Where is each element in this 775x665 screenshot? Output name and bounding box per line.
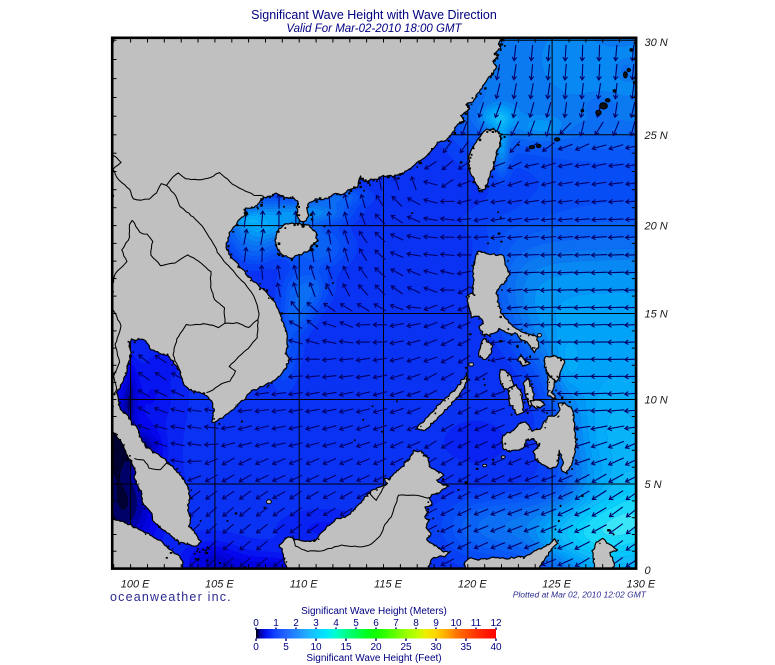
svg-text:3: 3 (313, 618, 319, 629)
svg-text:oceanweather inc.: oceanweather inc. (110, 590, 232, 604)
svg-text:25 N: 25 N (644, 130, 668, 142)
svg-text:35: 35 (460, 642, 472, 653)
svg-text:115 E: 115 E (374, 579, 403, 591)
svg-text:7: 7 (393, 618, 399, 629)
svg-text:0: 0 (253, 618, 259, 629)
svg-text:130 E: 130 E (627, 579, 656, 591)
svg-text:120 E: 120 E (458, 579, 487, 591)
svg-text:0: 0 (645, 565, 652, 577)
svg-text:5: 5 (283, 642, 289, 653)
svg-text:15 N: 15 N (645, 309, 668, 321)
svg-text:5 N: 5 N (645, 479, 662, 491)
svg-text:20: 20 (370, 642, 382, 653)
svg-text:Valid For Mar-02-2010 18:00 GM: Valid For Mar-02-2010 18:00 GMT (286, 23, 462, 35)
svg-text:10: 10 (310, 642, 322, 653)
svg-text:105 E: 105 E (205, 579, 234, 591)
svg-text:Significant Wave Height with W: Significant Wave Height with Wave Direct… (251, 8, 497, 22)
svg-text:100 E: 100 E (121, 579, 150, 591)
svg-text:0: 0 (253, 642, 259, 653)
svg-text:8: 8 (413, 618, 419, 629)
svg-text:110 E: 110 E (290, 579, 319, 591)
svg-text:15: 15 (340, 642, 352, 653)
svg-text:20 N: 20 N (644, 221, 668, 233)
svg-text:11: 11 (471, 618, 482, 629)
svg-text:1: 1 (273, 618, 279, 629)
svg-text:30: 30 (430, 642, 442, 653)
svg-text:40: 40 (490, 642, 502, 653)
svg-text:125 E: 125 E (542, 579, 571, 591)
svg-text:30 N: 30 N (645, 37, 668, 49)
svg-text:Significant Wave Height (Meter: Significant Wave Height (Meters) (301, 606, 447, 617)
svg-text:25: 25 (400, 642, 412, 653)
svg-text:12: 12 (490, 618, 502, 629)
svg-text:6: 6 (373, 618, 379, 629)
svg-text:Significant Wave Height (Feet): Significant Wave Height (Feet) (306, 653, 441, 664)
svg-text:10 N: 10 N (645, 395, 668, 407)
svg-text:2: 2 (293, 618, 299, 629)
svg-text:9: 9 (433, 618, 439, 629)
svg-text:Plotted at Mar 02, 2010 12:02: Plotted at Mar 02, 2010 12:02 GMT (513, 590, 647, 600)
svg-text:4: 4 (333, 618, 339, 629)
svg-text:10: 10 (450, 618, 462, 629)
svg-text:5: 5 (353, 618, 359, 629)
